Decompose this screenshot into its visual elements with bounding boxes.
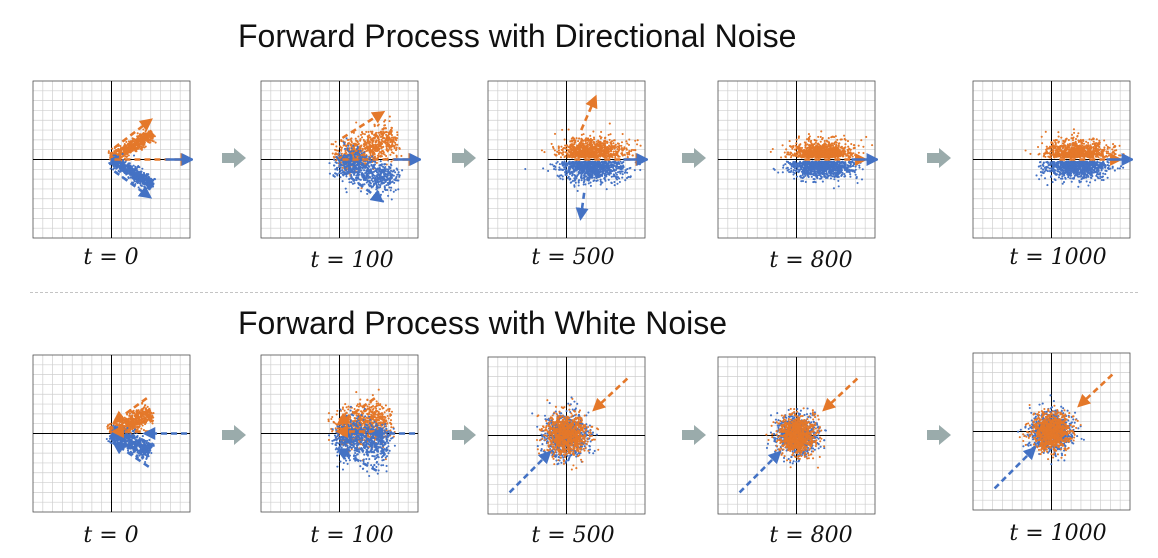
blue-noise-arrow (993, 446, 1037, 490)
plot-white-t0 (30, 352, 193, 515)
blue-noise-arrow (508, 450, 552, 494)
plot-directional-t500 (485, 78, 648, 241)
step-arrow-icon (927, 425, 951, 445)
orange-noise-arrow (580, 94, 598, 131)
blue-cluster (524, 160, 642, 193)
time-label: t = 0 (83, 523, 139, 548)
orange-noise-arrow (336, 397, 376, 426)
orange-cluster (1018, 403, 1082, 461)
plot-directional-t1000 (970, 78, 1133, 241)
blue-cluster (108, 152, 157, 191)
step-arrow-icon (452, 425, 476, 445)
orange-noise-arrow (341, 110, 386, 140)
plot-white-t800 (715, 354, 878, 517)
orange-cluster (540, 122, 642, 159)
orange-cluster (769, 130, 874, 159)
step-arrow-icon (222, 148, 246, 168)
plot-directional-t100 (258, 78, 421, 241)
plot-directional-t0 (30, 78, 193, 241)
time-label: t = 100 (310, 523, 394, 548)
blue-cluster (328, 137, 404, 203)
time-label: t = 1000 (1009, 245, 1107, 270)
orange-noise-arrow (822, 377, 859, 412)
blue-noise-arrow (575, 192, 589, 221)
step-arrow-icon (682, 148, 706, 168)
plot-white-t100 (258, 352, 421, 515)
orange-cluster (765, 407, 826, 469)
step-arrow-icon (222, 425, 246, 445)
time-label: t = 0 (83, 245, 139, 270)
step-arrow-icon (682, 425, 706, 445)
section-divider (30, 292, 1138, 293)
title-directional-noise: Forward Process with Directional Noise (238, 18, 797, 54)
plot-white-t500 (485, 354, 648, 517)
orange-noise-arrow (113, 118, 153, 149)
time-label: t = 100 (310, 248, 394, 273)
orange-cluster (107, 128, 157, 167)
time-label: t = 1000 (1009, 521, 1107, 546)
step-arrow-icon (452, 148, 476, 168)
time-label: t = 500 (531, 523, 615, 548)
time-label: t = 800 (769, 523, 853, 548)
blue-noise-arrow (335, 448, 378, 472)
title-white-noise: Forward Process with White Noise (238, 305, 728, 341)
step-arrow-icon (927, 148, 951, 168)
orange-cluster (330, 115, 403, 190)
blue-noise-arrow (113, 170, 153, 199)
blue-noise-arrow (738, 450, 782, 494)
blue-noise-arrow (112, 441, 150, 468)
blue-cluster (1035, 160, 1128, 188)
orange-cluster (1024, 128, 1125, 159)
plot-directional-t800 (715, 78, 878, 241)
orange-noise-arrow (592, 377, 629, 412)
orange-noise-arrow (1077, 373, 1114, 408)
orange-noise-arrow (112, 397, 148, 424)
orange-cluster (535, 397, 600, 471)
time-label: t = 500 (531, 245, 615, 270)
plot-white-t1000 (970, 350, 1133, 513)
blue-cluster (772, 160, 864, 190)
blue-noise-arrow (341, 170, 384, 203)
time-label: t = 800 (769, 248, 853, 273)
